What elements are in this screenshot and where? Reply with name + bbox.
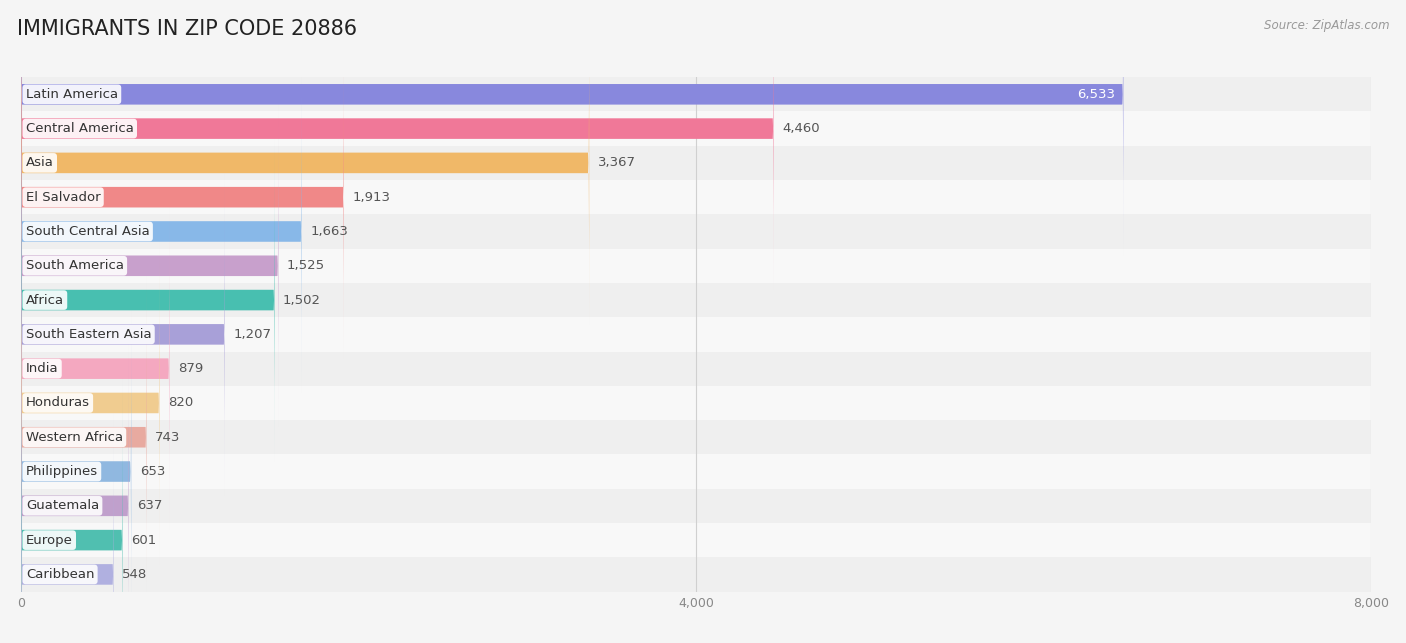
FancyBboxPatch shape bbox=[21, 413, 114, 643]
FancyBboxPatch shape bbox=[21, 283, 1371, 317]
Text: Honduras: Honduras bbox=[25, 397, 90, 410]
Text: India: India bbox=[25, 362, 59, 375]
FancyBboxPatch shape bbox=[21, 557, 1371, 592]
FancyBboxPatch shape bbox=[21, 249, 1371, 283]
Text: South Central Asia: South Central Asia bbox=[25, 225, 149, 238]
Text: IMMIGRANTS IN ZIP CODE 20886: IMMIGRANTS IN ZIP CODE 20886 bbox=[17, 19, 357, 39]
Text: 1,663: 1,663 bbox=[311, 225, 347, 238]
FancyBboxPatch shape bbox=[21, 180, 1371, 214]
Text: Philippines: Philippines bbox=[25, 465, 98, 478]
FancyBboxPatch shape bbox=[21, 105, 278, 427]
Text: 6,533: 6,533 bbox=[1077, 88, 1115, 101]
FancyBboxPatch shape bbox=[21, 77, 1371, 111]
FancyBboxPatch shape bbox=[21, 242, 159, 564]
FancyBboxPatch shape bbox=[21, 276, 146, 599]
FancyBboxPatch shape bbox=[21, 386, 1371, 420]
Text: Africa: Africa bbox=[25, 294, 63, 307]
FancyBboxPatch shape bbox=[21, 379, 122, 643]
Text: Asia: Asia bbox=[25, 156, 53, 169]
Text: 601: 601 bbox=[131, 534, 156, 547]
Text: 4,460: 4,460 bbox=[782, 122, 820, 135]
FancyBboxPatch shape bbox=[21, 311, 131, 633]
FancyBboxPatch shape bbox=[21, 317, 1371, 352]
Text: Europe: Europe bbox=[25, 534, 73, 547]
Text: 879: 879 bbox=[177, 362, 202, 375]
Text: Caribbean: Caribbean bbox=[25, 568, 94, 581]
Text: 548: 548 bbox=[122, 568, 148, 581]
FancyBboxPatch shape bbox=[21, 111, 1371, 146]
Text: Central America: Central America bbox=[25, 122, 134, 135]
FancyBboxPatch shape bbox=[21, 0, 1123, 255]
FancyBboxPatch shape bbox=[21, 214, 1371, 249]
FancyBboxPatch shape bbox=[21, 352, 1371, 386]
FancyBboxPatch shape bbox=[21, 36, 344, 358]
FancyBboxPatch shape bbox=[21, 523, 1371, 557]
Text: 820: 820 bbox=[167, 397, 193, 410]
FancyBboxPatch shape bbox=[21, 489, 1371, 523]
Text: Latin America: Latin America bbox=[25, 88, 118, 101]
Text: El Salvador: El Salvador bbox=[25, 191, 100, 204]
FancyBboxPatch shape bbox=[21, 455, 1371, 489]
Text: 637: 637 bbox=[136, 500, 162, 512]
FancyBboxPatch shape bbox=[21, 2, 589, 324]
FancyBboxPatch shape bbox=[21, 146, 1371, 180]
Text: 743: 743 bbox=[155, 431, 180, 444]
FancyBboxPatch shape bbox=[21, 139, 274, 461]
Text: 1,525: 1,525 bbox=[287, 259, 325, 272]
Text: Source: ZipAtlas.com: Source: ZipAtlas.com bbox=[1264, 19, 1389, 32]
Text: 653: 653 bbox=[139, 465, 165, 478]
Text: 1,207: 1,207 bbox=[233, 328, 271, 341]
Text: Western Africa: Western Africa bbox=[25, 431, 122, 444]
FancyBboxPatch shape bbox=[21, 420, 1371, 455]
Text: 1,502: 1,502 bbox=[283, 294, 321, 307]
FancyBboxPatch shape bbox=[21, 70, 302, 393]
FancyBboxPatch shape bbox=[21, 208, 169, 530]
Text: 1,913: 1,913 bbox=[353, 191, 391, 204]
Text: Guatemala: Guatemala bbox=[25, 500, 98, 512]
Text: 3,367: 3,367 bbox=[598, 156, 636, 169]
Text: South America: South America bbox=[25, 259, 124, 272]
FancyBboxPatch shape bbox=[21, 173, 225, 496]
Text: South Eastern Asia: South Eastern Asia bbox=[25, 328, 152, 341]
FancyBboxPatch shape bbox=[21, 0, 773, 290]
FancyBboxPatch shape bbox=[21, 345, 128, 643]
